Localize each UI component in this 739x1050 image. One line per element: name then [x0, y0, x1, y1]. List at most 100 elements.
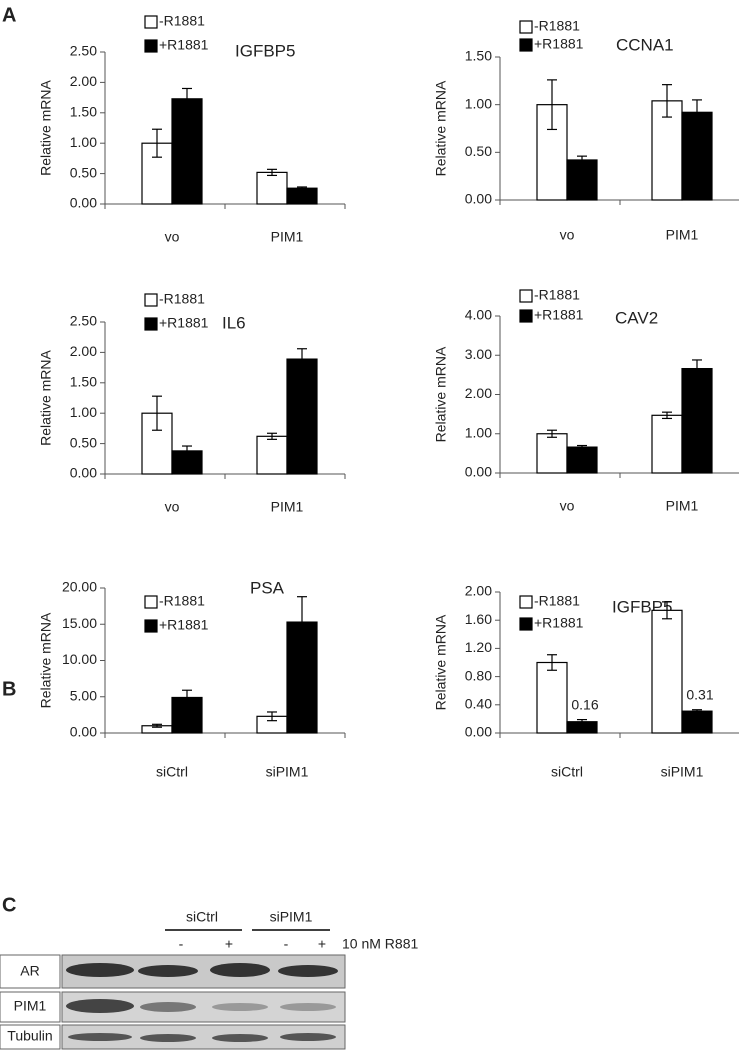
legend-label: +R1881 [534, 615, 584, 631]
chart: IGFBP5 Relative mRNA 0.00 0.50 1.00 1.50 2.00 2… [38, 13, 346, 245]
bar [536, 661, 568, 734]
y-axis-label: Relative mRNA [433, 614, 449, 710]
error-bar [267, 711, 277, 722]
legend-label: -R1881 [534, 18, 580, 34]
y-tick-label: 0.00 [465, 191, 492, 207]
band [212, 1034, 268, 1042]
y-tick-label: 2.50 [70, 313, 97, 329]
chart: CAV2 Relative mRNA 0.00 1.00 2.00 3.00 4.00 vo P… [433, 287, 739, 514]
error-bar [577, 444, 587, 450]
y-tick-label: 4.00 [465, 307, 492, 323]
error-bar [662, 84, 672, 118]
error-bar [547, 429, 557, 438]
bands [66, 963, 338, 1042]
band [280, 1003, 336, 1011]
legend-label: +R1881 [534, 307, 584, 323]
panel-letter: C [2, 894, 16, 916]
row-label: PIM1 [14, 998, 47, 1014]
legend-swatch [144, 293, 158, 307]
lane-label: + [225, 936, 233, 952]
legend-swatch [144, 595, 158, 609]
x-tick-label: vo [165, 499, 180, 515]
legend-label: +R1881 [159, 617, 209, 633]
error-bar [547, 654, 557, 671]
western-blot: siCtrl siPIM1 - + - + 10 nM R881 AR PIM1… [0, 909, 418, 1050]
chart-title: CAV2 [615, 308, 658, 327]
y-tick-label: 2.00 [465, 583, 492, 599]
row-label: AR [20, 963, 39, 979]
bar [171, 98, 203, 205]
y-tick-label: 0.50 [70, 434, 97, 450]
legend-label: -R1881 [159, 593, 205, 609]
y-tick-label: 2.00 [70, 73, 97, 89]
x-tick-label: PIM1 [666, 498, 699, 514]
row-label: Tubulin [7, 1028, 52, 1044]
legend-label: +R1881 [534, 36, 584, 52]
legend-swatch [144, 317, 158, 331]
error-bar [267, 432, 277, 440]
x-tick-label: vo [560, 498, 575, 514]
y-tick-label: 2.00 [70, 343, 97, 359]
chart-title: CCNA1 [616, 35, 674, 54]
bar [286, 187, 318, 205]
error-bar [662, 411, 672, 420]
y-axis-label: Relative mRNA [433, 346, 449, 442]
band [140, 1002, 196, 1012]
legend-swatch [519, 20, 533, 34]
y-tick-label: 0.00 [70, 465, 97, 481]
x-tick-label: siPIM1 [266, 764, 309, 780]
band [140, 1034, 196, 1042]
y-tick-label: 5.00 [70, 687, 97, 703]
legend-swatch [519, 595, 533, 609]
legend-label: -R1881 [159, 13, 205, 29]
chart: CCNA1 Relative mRNA 0.00 0.50 1.00 1.50 vo PIM1… [433, 18, 739, 243]
error-bar [577, 155, 587, 165]
error-bar [182, 689, 192, 706]
panel-letter: B [2, 678, 16, 700]
y-tick-label: 0.00 [70, 195, 97, 211]
x-tick-label: vo [560, 227, 575, 243]
x-tick-label: siCtrl [156, 764, 188, 780]
row-label-box [0, 991, 61, 1023]
error-bar [692, 359, 702, 378]
treatment-label: 10 nM R881 [342, 936, 418, 952]
error-bar [662, 601, 672, 620]
error-bar [267, 168, 277, 177]
legend-label: -R1881 [534, 593, 580, 609]
bar [651, 609, 683, 734]
legend-swatch [519, 38, 533, 52]
lane-label: - [284, 936, 289, 952]
x-tick-label: PIM1 [271, 229, 304, 245]
group-label: siCtrl [186, 909, 218, 925]
bar [681, 710, 713, 734]
legend-swatch [144, 619, 158, 633]
bar [566, 446, 598, 474]
y-tick-label: 0.50 [465, 143, 492, 159]
bar [256, 171, 288, 205]
error-bar [152, 128, 162, 158]
chart-title: PSA [250, 578, 285, 597]
x-tick-label: PIM1 [666, 227, 699, 243]
y-tick-label: 1.60 [465, 611, 492, 627]
y-tick-label: 0.40 [465, 696, 492, 712]
legend-label: +R1881 [159, 315, 209, 331]
y-tick-label: 0.00 [70, 724, 97, 740]
y-tick-label: 1.00 [465, 424, 492, 440]
error-bar [152, 395, 162, 431]
x-tick-label: siCtrl [551, 764, 583, 780]
row-label-box [0, 954, 61, 989]
y-tick-label: 3.00 [465, 346, 492, 362]
band [138, 965, 198, 977]
band [210, 963, 270, 977]
bar [651, 414, 683, 474]
y-tick-label: 1.50 [465, 48, 492, 64]
y-axis-label: Relative mRNA [38, 350, 54, 446]
bar [256, 435, 288, 475]
chart-title: IL6 [222, 313, 246, 332]
data-label: 0.16 [571, 696, 598, 712]
error-bar [152, 723, 162, 728]
band [212, 1003, 268, 1011]
y-axis-label: Relative mRNA [38, 612, 54, 708]
lane-label: + [318, 936, 326, 952]
y-tick-label: 0.00 [465, 724, 492, 740]
